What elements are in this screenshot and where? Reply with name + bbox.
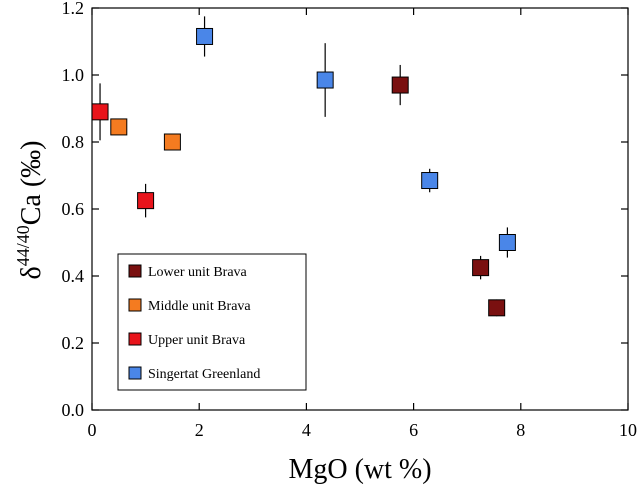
legend-label: Singertat Greenland [148,367,260,382]
data-point [488,299,506,317]
data-point [498,234,516,251]
legend-marker [128,264,142,278]
data-point [391,76,409,94]
y-axis-title-main: Ca (‰) [16,141,47,226]
x-tick-label: 8 [516,420,525,440]
data-point [421,172,439,190]
legend-label: Upper unit Brava [148,333,246,348]
x-tick-label: 2 [195,420,204,440]
data-point [110,118,128,136]
y-tick-label: 0.4 [62,266,85,286]
y-axis-ticks: 0.0 0.2 0.4 0.6 0.8 1.0 1.2 [62,0,628,420]
data-point [91,103,109,121]
y-tick-label: 0.0 [62,400,85,420]
legend-label: Middle unit Brava [148,299,251,314]
legend: Lower unit Brava Middle unit Brava Upper u… [117,253,307,391]
y-tick-label: 1.0 [62,65,85,85]
y-tick-label: 0.8 [62,132,85,152]
data-point [196,27,214,45]
x-tick-label: 0 [88,420,97,440]
x-axis-title: MgO (wt %) [288,454,431,485]
data-point [137,192,155,210]
y-tick-label: 0.6 [62,199,85,219]
legend-label: Lower unit Brava [148,265,248,280]
x-axis-ticks: 0 2 4 6 8 10 [88,8,637,440]
legend-box [117,253,307,391]
legend-marker [128,366,142,380]
y-axis-title-superscript: 44/40 [13,225,33,266]
data-points [91,16,516,317]
x-tick-label: 10 [619,420,637,440]
x-tick-label: 4 [302,420,311,440]
legend-marker [128,298,142,312]
y-axis-title: δ44/40Ca (‰) [13,141,47,280]
y-tick-label: 0.2 [62,333,85,353]
data-point [472,259,490,277]
x-tick-label: 6 [409,420,418,440]
data-point [163,133,181,151]
y-axis-title-prefix: δ [16,266,47,279]
y-tick-label: 1.2 [62,0,85,18]
legend-marker [128,332,142,346]
data-point [316,71,334,89]
